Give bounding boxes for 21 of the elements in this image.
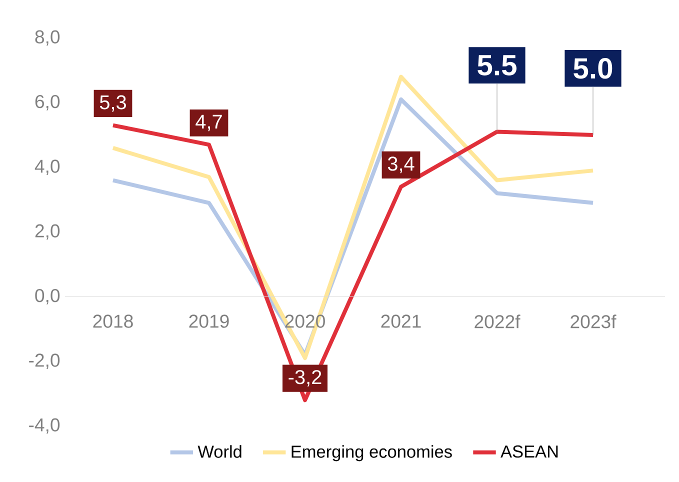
legend-label: ASEAN bbox=[500, 445, 558, 458]
annotation: 5.0 bbox=[574, 58, 612, 79]
annotation: 5.5 bbox=[478, 55, 517, 76]
y-tick-label: 8,0 bbox=[35, 30, 60, 46]
x-tick-label: 2019 bbox=[189, 314, 229, 328]
legend-label: World bbox=[198, 445, 242, 458]
x-tick-label: 2021 bbox=[381, 314, 421, 328]
y-tick-label: 0,0 bbox=[35, 288, 60, 304]
y-tick-label: 2,0 bbox=[35, 224, 60, 240]
x-tick-label: 2023f bbox=[570, 314, 616, 328]
y-tick-label: 4,0 bbox=[34, 160, 60, 176]
y-tick-label: 6,0 bbox=[35, 94, 60, 110]
x-tick-label: 2022f bbox=[474, 314, 520, 328]
data-label: -3,2 bbox=[288, 370, 322, 387]
legend-label: Emerging economies bbox=[292, 445, 452, 462]
y-tick-label: -2,0 bbox=[29, 354, 60, 370]
y-tick-label: -4,0 bbox=[29, 418, 60, 434]
x-tick-label: 2018 bbox=[93, 314, 133, 328]
data-label: 5,3 bbox=[100, 95, 126, 112]
data-label: 4,7 bbox=[196, 114, 222, 132]
data-label: 3,4 bbox=[388, 156, 414, 174]
